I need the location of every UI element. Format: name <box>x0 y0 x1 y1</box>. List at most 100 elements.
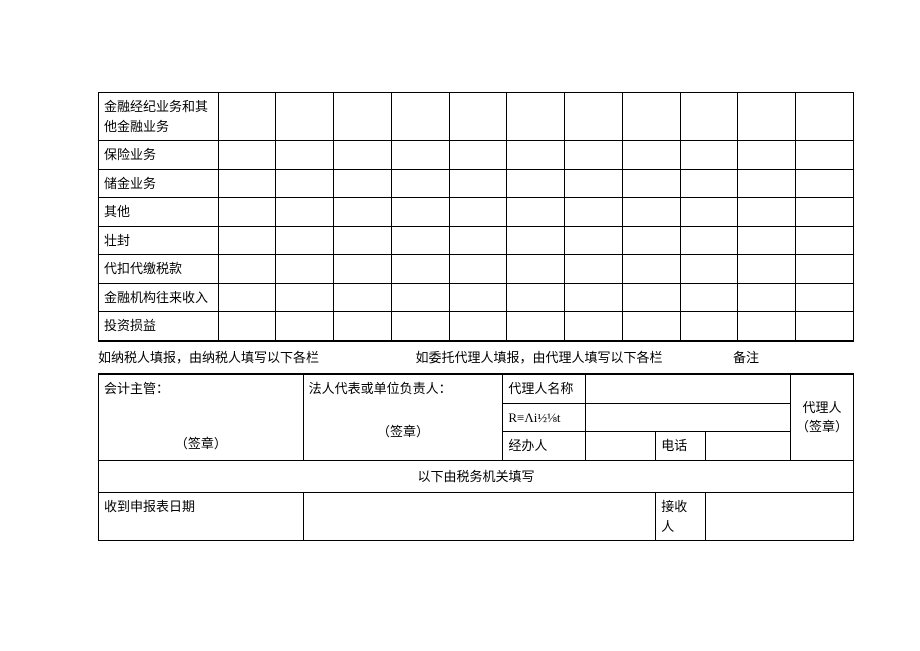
agent-code-label: R≡Λi½⅛t <box>503 403 586 432</box>
table-cell <box>334 312 392 341</box>
table-cell <box>218 226 276 255</box>
form-container: 金融经纪业务和其他金融业务 保险业务 储金业务 其他 壮封 <box>98 92 854 541</box>
handler-label: 经办人 <box>503 432 586 461</box>
table-cell <box>334 255 392 284</box>
table-cell <box>449 255 507 284</box>
table-cell <box>391 169 449 198</box>
table-cell <box>449 198 507 227</box>
table-cell <box>622 283 680 312</box>
legal-rep-cell: 法人代表或单位负责人： （签章） <box>303 375 503 461</box>
receive-date-value <box>303 493 656 541</box>
table-cell <box>796 283 854 312</box>
table-cell <box>391 283 449 312</box>
table-cell <box>334 283 392 312</box>
row-label: 储金业务 <box>99 169 219 198</box>
table-row: 储金业务 <box>99 169 854 198</box>
table-cell <box>680 312 738 341</box>
table-cell <box>622 255 680 284</box>
table-cell <box>507 93 565 141</box>
table-cell <box>449 141 507 170</box>
table-row: 投资损益 <box>99 312 854 341</box>
legal-seal: （签章） <box>304 422 503 442</box>
table-cell <box>796 312 854 341</box>
table-cell <box>738 283 796 312</box>
table-cell <box>218 93 276 141</box>
table-cell <box>391 312 449 341</box>
table-cell <box>391 255 449 284</box>
table-cell <box>276 198 334 227</box>
table-cell <box>680 255 738 284</box>
table-cell <box>276 255 334 284</box>
table-cell <box>565 93 623 141</box>
table-cell <box>796 198 854 227</box>
table-cell <box>622 169 680 198</box>
table-cell <box>680 93 738 141</box>
table-cell <box>796 255 854 284</box>
table-cell <box>796 141 854 170</box>
table-cell <box>218 255 276 284</box>
table-cell <box>565 169 623 198</box>
table-cell <box>507 255 565 284</box>
table-cell <box>507 169 565 198</box>
notice-left: 如纳税人填报，由纳税人填写以下各栏 <box>98 341 416 374</box>
table-cell <box>218 169 276 198</box>
table-cell <box>276 93 334 141</box>
table-row: 代扣代缴税款 <box>99 255 854 284</box>
row-label: 投资损益 <box>99 312 219 341</box>
table-cell <box>738 198 796 227</box>
notice-right: 备注 <box>733 341 854 374</box>
row-label: 其他 <box>99 198 219 227</box>
phone-value <box>706 432 791 461</box>
receive-date-label: 收到申报表日期 <box>99 493 304 541</box>
table-cell <box>796 169 854 198</box>
receiver-label: 接收人 <box>656 493 706 541</box>
handler-value <box>586 432 656 461</box>
table-cell <box>622 93 680 141</box>
agent-seal-cell: 代理人（签章） <box>790 375 853 461</box>
accounting-head-label: 会计主管： <box>104 381 169 396</box>
table-cell <box>622 226 680 255</box>
tax-authority-title-row: 以下由税务机关填写 <box>99 460 854 493</box>
phone-label: 电话 <box>656 432 706 461</box>
table-cell <box>276 283 334 312</box>
main-data-table: 金融经纪业务和其他金融业务 保险业务 储金业务 其他 壮封 <box>98 92 854 341</box>
table-cell <box>680 169 738 198</box>
table-cell <box>622 141 680 170</box>
table-cell <box>334 198 392 227</box>
table-cell <box>276 312 334 341</box>
row-label: 代扣代缴税款 <box>99 255 219 284</box>
table-cell <box>738 312 796 341</box>
table-cell <box>334 169 392 198</box>
table-cell <box>449 283 507 312</box>
table-cell <box>738 141 796 170</box>
table-cell <box>507 226 565 255</box>
table-cell <box>565 312 623 341</box>
table-cell <box>680 141 738 170</box>
table-cell <box>565 198 623 227</box>
table-cell <box>218 283 276 312</box>
table-cell <box>507 312 565 341</box>
table-cell <box>449 312 507 341</box>
table-cell <box>680 198 738 227</box>
table-cell <box>796 93 854 141</box>
table-cell <box>391 226 449 255</box>
table-row: 金融机构往来收入 <box>99 283 854 312</box>
table-cell <box>507 283 565 312</box>
table-cell <box>622 198 680 227</box>
legal-rep-label: 法人代表或单位负责人： <box>309 381 452 396</box>
table-cell <box>334 93 392 141</box>
signature-row-1: 会计主管： （签章） 法人代表或单位负责人： （签章） 代理人名称 代理人（签章… <box>99 375 854 404</box>
table-cell <box>507 141 565 170</box>
table-cell <box>391 141 449 170</box>
table-cell <box>738 255 796 284</box>
table-cell <box>276 169 334 198</box>
tax-authority-title: 以下由税务机关填写 <box>99 460 854 493</box>
table-cell <box>680 226 738 255</box>
agent-name-label: 代理人名称 <box>503 375 586 404</box>
table-cell <box>565 255 623 284</box>
table-cell <box>276 226 334 255</box>
table-cell <box>449 93 507 141</box>
table-cell <box>565 141 623 170</box>
table-cell <box>334 141 392 170</box>
table-cell <box>449 169 507 198</box>
